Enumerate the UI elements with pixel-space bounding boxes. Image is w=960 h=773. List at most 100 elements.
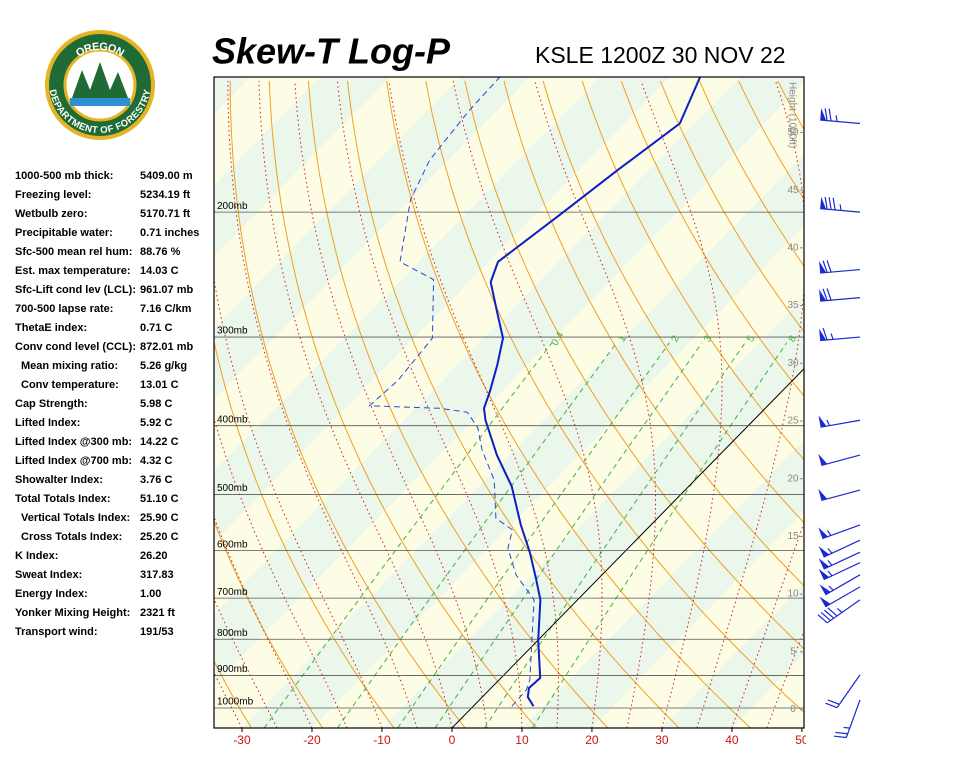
barb-feather [827,260,831,272]
dry-adiabat [895,81,960,728]
index-value: 5170.71 ft [140,208,190,220]
logo-water [70,98,130,106]
barb-feather [835,732,847,733]
barb-half [836,115,837,121]
wind-barb [818,489,860,501]
pressure-label: 400mb [217,414,248,425]
barb-feather [825,108,827,120]
index-value: 14.22 C [140,436,179,448]
chart-title: Skew-T Log-P [212,31,451,72]
pressure-label: 800mb [217,628,248,639]
barb-half [829,586,833,590]
x-tick-label: -10 [373,733,391,747]
index-label: 700-500 lapse rate: [15,303,113,315]
index-value: 5409.00 m [140,170,193,182]
index-value: 5.92 C [140,417,172,429]
index-label: Total Totals Index: [15,493,111,505]
index-label: Lifted Index: [15,417,80,429]
x-tick-label: -20 [303,733,321,747]
barb-pennant [819,415,827,427]
dry-adiabat [778,81,960,728]
pressure-label: 600mb [217,539,248,550]
height-axis-label: Height (1000ft) [786,82,797,148]
wind-barb [819,288,860,301]
index-label: Sfc-Lift cond lev (LCL): [15,284,136,296]
chart-subtitle: KSLE 1200Z 30 NOV 22 [535,42,786,68]
index-value: 1.00 [140,588,161,600]
barb-staff [820,120,860,123]
index-value: 4.32 C [140,455,172,467]
index-value: 26.20 [140,550,168,562]
index-value: 191/53 [140,626,174,638]
index-value: 5234.19 ft [140,189,190,201]
index-value: 2321 ft [140,607,175,619]
pressure-label: 500mb [217,483,248,494]
index-label: Conv temperature: [21,379,119,391]
wind-barb [819,328,860,340]
barb-feather [828,700,840,704]
barb-staff [820,209,860,212]
barb-half [828,548,832,553]
height-tick-label: 30 [787,358,799,369]
barb-pennant [818,527,828,538]
index-label: Energy Index: [15,588,88,600]
index-value: 961.07 mb [140,284,193,296]
index-label: Cross Totals Index: [21,531,122,543]
height-tick-label: 35 [787,300,799,311]
barb-staff [846,700,860,738]
barb-half [828,571,832,576]
index-value: 13.01 C [140,379,179,391]
x-tick-label: -30 [233,733,251,747]
barb-feather [833,198,835,210]
barb-staff [824,563,860,580]
barb-staff [837,675,860,708]
x-tick-label: 20 [585,733,599,747]
index-label: Freezing level: [15,189,91,201]
pressure-label: 300mb [217,326,248,337]
height-tick-label: 45 [787,185,799,196]
barb-half [827,420,830,426]
index-value: 0.71 C [140,322,172,334]
wind-barb [826,675,860,708]
x-tick-label: 40 [725,733,739,747]
index-label: Showalter Index: [15,474,103,486]
wind-barb [819,415,861,427]
index-label: Precipitable water: [15,227,113,239]
barb-pennant [818,489,827,501]
x-tick-label: 0 [449,733,456,747]
dry-adiabat [934,81,960,728]
index-value: 0.71 inches [140,227,199,239]
x-tick-label: 30 [655,733,669,747]
wind-barb [819,260,860,273]
index-label: ThetaE index: [15,322,87,334]
height-tick-label: 5 [790,646,796,657]
index-label: Wetbulb zero: [15,208,88,220]
barb-half [831,334,833,340]
height-tick-label: 15 [787,531,799,542]
wind-barb [818,454,860,466]
barb-half [828,560,832,565]
index-label: Conv cond level (CCL): [15,341,136,353]
index-label: Vertical Totals Index: [21,512,130,524]
index-label: Sfc-500 mean rel hum: [15,246,132,258]
barb-feather [829,109,831,121]
pressure-label: 200mb [217,201,248,212]
index-value: 5.98 C [140,398,172,410]
wind-barb [820,108,860,123]
index-label: Transport wind: [15,626,98,638]
index-label: Lifted Index @700 mb: [15,455,132,467]
x-tick-label: 50 [795,733,809,747]
height-tick-label: 40 [787,242,799,253]
barb-feather [834,736,846,737]
index-value: 7.16 C/km [140,303,192,315]
logo: OREGON DEPARTMENT OF FORESTRY [47,32,153,138]
isotherm-band [802,77,960,728]
index-label: Est. max temperature: [15,265,131,277]
dry-adiabat [856,81,960,728]
index-value: 5.26 g/kg [140,360,187,372]
barb-feather [827,288,831,300]
index-label: Sweat Index: [15,569,82,581]
index-label: Cap Strength: [15,398,88,410]
